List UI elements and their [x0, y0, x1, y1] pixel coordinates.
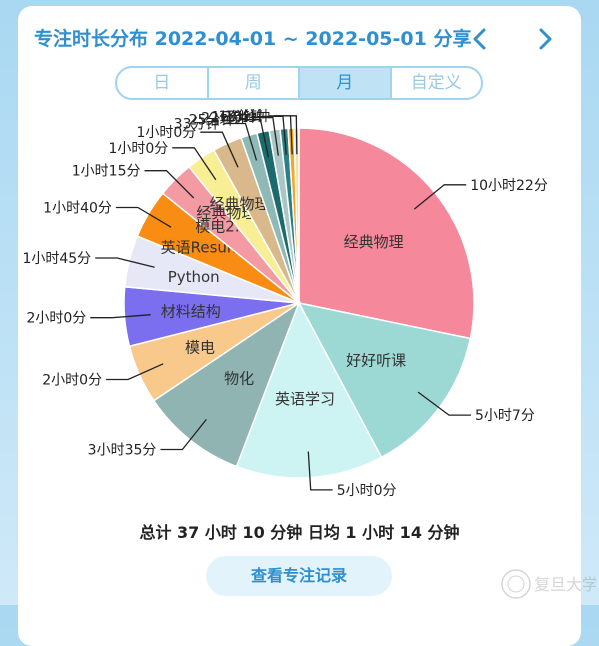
chevron-right-icon: [539, 28, 552, 50]
slice-value-label: 1小时15分: [72, 164, 141, 180]
slice-leader-line: [95, 257, 155, 268]
slice-leader-line: [307, 451, 333, 491]
slice-value-label: 10小时22分: [470, 178, 548, 194]
slice-leader-line: [160, 418, 207, 451]
view-records-button[interactable]: 查看专注记录: [206, 556, 392, 596]
slice-value-label: 12分钟: [219, 108, 265, 125]
watermark-text: 复旦大学: [534, 575, 596, 594]
slice-value-label: 1小时40分: [43, 201, 112, 217]
slice-leader-line: [200, 131, 239, 168]
slice-leader-line: [417, 391, 471, 416]
tab-custom[interactable]: 自定义: [410, 73, 462, 93]
university-watermark: 复旦大学: [501, 569, 596, 599]
slice-leader-line: [90, 314, 151, 319]
slice-leader-line: [238, 119, 270, 158]
next-period-button[interactable]: [530, 24, 560, 54]
summary-text: 总计 37 小时 10 分钟 日均 1 小时 14 分钟: [139, 523, 460, 542]
slice-category-label: 物化: [224, 369, 254, 387]
slice-leader-line: [106, 363, 164, 381]
slice-value-label: 1小时0分: [136, 125, 196, 141]
slice-value-label: 5小时7分: [475, 408, 535, 424]
slice-value-label: 1小时45分: [22, 251, 91, 267]
slice-value-label: 1小时0分: [108, 141, 168, 157]
slice-leader-line: [250, 116, 279, 156]
slice-category-label: 好好听课: [346, 352, 406, 370]
slice-category-label: 模电: [185, 338, 215, 356]
prev-period-button[interactable]: [465, 24, 495, 54]
chevron-left-icon: [473, 28, 486, 50]
slice-value-label: 16分钟: [211, 108, 257, 125]
slice-leader-line: [172, 147, 217, 181]
slice-value-label: 2小时0分: [26, 311, 86, 327]
slice-value-label: 25分钟: [189, 112, 235, 129]
slice-value-label: 22分钟: [201, 110, 247, 127]
slice-category-label: 材料结构: [161, 303, 221, 321]
slice-value-label: 33分钟: [174, 116, 220, 133]
slice-value-label: 3小时35分: [88, 443, 157, 459]
slice-category-label: 英语学习: [275, 390, 335, 408]
slice-value-label: 10分钟: [224, 108, 270, 125]
slice-leader-line: [413, 184, 467, 210]
tab-week[interactable]: 周: [209, 68, 300, 98]
header: 专注时长分布 2022-04-01 ~ 2022-05-01 分享: [18, 24, 581, 54]
slice-leader-line: [274, 115, 298, 155]
slice-leader-line: [144, 170, 195, 199]
slice-value-label: 2小时0分: [42, 373, 102, 389]
slice-value-label: 5小时0分: [337, 483, 397, 499]
page-title: 专注时长分布 2022-04-01 ~ 2022-05-01 分享: [34, 28, 472, 50]
tab-month[interactable]: 月: [300, 68, 392, 98]
period-tabs: 日 周 月 自定义: [115, 66, 483, 100]
slice-category-label: Python: [168, 268, 220, 286]
slice-leader-line: [223, 122, 258, 161]
slice-leader-line: [115, 206, 172, 228]
slice-category-label: 经典物理: [344, 233, 404, 251]
tab-day[interactable]: 日: [117, 68, 209, 98]
